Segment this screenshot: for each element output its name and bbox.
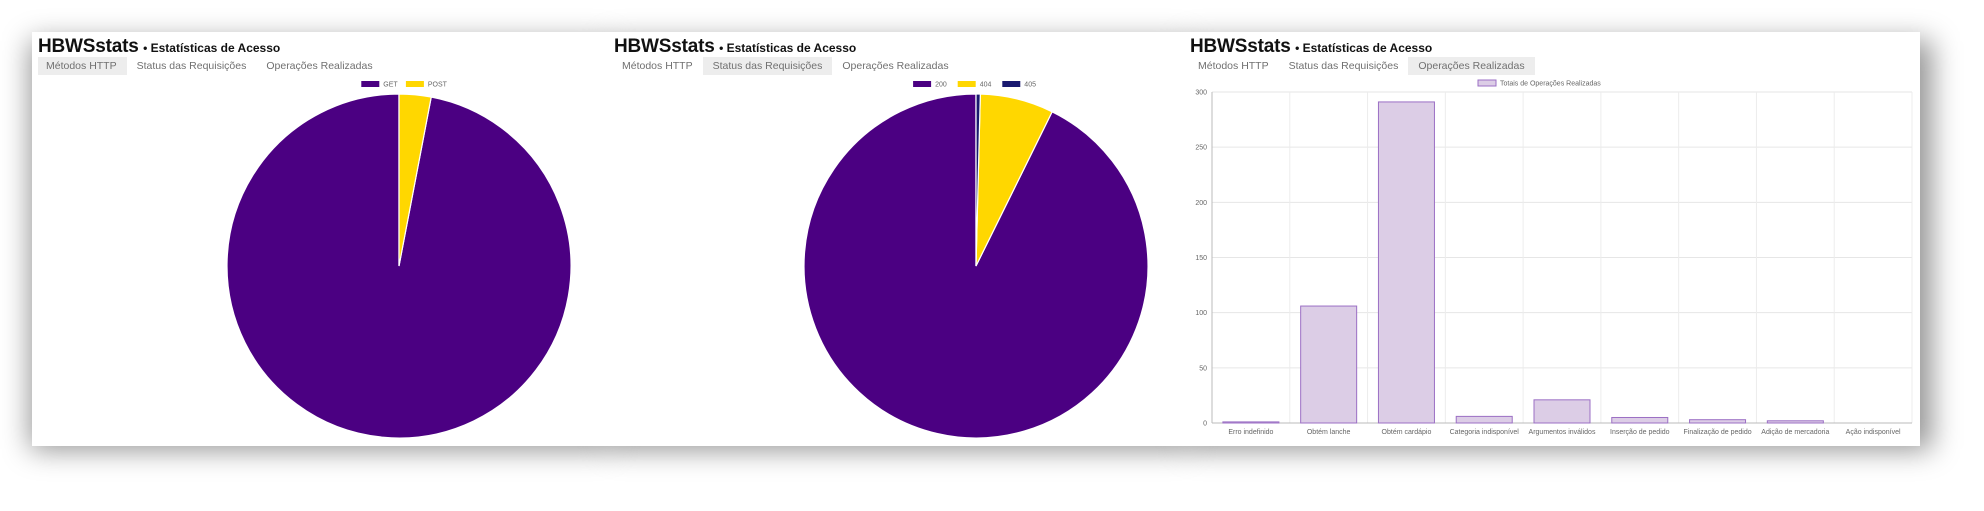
panel-operacoes-realizadas: HBWSstats • Estatísticas de Acesso Métod… (1184, 32, 1920, 446)
bar-inser-o-de-pedido (1611, 416, 1669, 424)
y-tick-200: 200 (1195, 200, 1207, 207)
tab-bar: Métodos HTTP Status das Requisições Oper… (38, 57, 383, 75)
x-tick-erro-indefinido: Erro indefinido (1228, 429, 1273, 436)
tab-bar: Métodos HTTP Status das Requisições Oper… (1190, 57, 1535, 75)
y-tick-300: 300 (1195, 90, 1207, 97)
legend-swatch-200 (913, 81, 932, 87)
x-tick-obt-m-lanche: Obtém lanche (1307, 429, 1351, 436)
pie-slice-405 (975, 93, 981, 267)
page-title: HBWSstats • Estatísticas de Acesso (1190, 36, 1432, 58)
panel-metodos-http: HBWSstats • Estatísticas de Acesso Métod… (32, 32, 608, 446)
y-tick-250: 250 (1195, 145, 1207, 152)
bar-erro-indefinido (1222, 421, 1280, 424)
tab-status-requisicoes[interactable]: Status das Requisições (136, 60, 247, 72)
bar-obt-m-card-pio (1377, 101, 1435, 424)
x-tick-a-o-indispon-vel: Ação indisponível (1846, 429, 1901, 436)
legend-label-totais-de-opera-es-realizadas: Totais de Operações Realizadas (1500, 81, 1601, 88)
page-title: HBWSstats • Estatísticas de Acesso (38, 36, 280, 58)
subtitle: • Estatísticas de Acesso (1295, 41, 1433, 55)
legend-label-404: 404 (980, 82, 992, 89)
brand-title: HBWSstats (614, 36, 715, 57)
tab-metodos-http[interactable]: Métodos HTTP (622, 60, 693, 72)
pie-chart-status-codes: 200 404 405 (803, 81, 1149, 439)
bar-chart-operations: Totais de Operações Realizadas 0 50 100 150 2… (1195, 79, 1913, 436)
bar-finaliza-o-de-pedido (1689, 419, 1747, 424)
y-tick-0: 0 (1203, 421, 1207, 428)
y-tick-50: 50 (1199, 365, 1207, 372)
tab-status-requisicoes[interactable]: Status das Requisições (702, 57, 833, 75)
bar-obt-m-lanche (1300, 305, 1358, 424)
pie-chart-http-methods: GET POST (226, 81, 572, 439)
legend-swatch-405 (1002, 81, 1021, 87)
tab-metodos-http[interactable]: Métodos HTTP (1198, 60, 1269, 72)
tab-operacoes-realizadas[interactable]: Operações Realizadas (266, 60, 373, 72)
bar-adi-o-de-mercadoria (1766, 420, 1824, 424)
bar-categoria-indispon-vel (1455, 415, 1513, 424)
legend-label-post: POST (428, 82, 448, 89)
x-tick-inser-o-de-pedido: Inserção de pedido (1610, 429, 1670, 436)
legend-swatch-404 (957, 81, 976, 87)
brand-title: HBWSstats (38, 36, 139, 57)
legend-label-405: 405 (1024, 82, 1036, 89)
legend-label-get: GET (383, 82, 398, 89)
pie-slice-post (398, 93, 432, 267)
legend-label-200: 200 (935, 82, 947, 89)
x-tick-obt-m-card-pio: Obtém cardápio (1382, 429, 1432, 436)
tab-operacoes-realizadas[interactable]: Operações Realizadas (842, 60, 949, 72)
bar-argumentos-inv-lidos (1533, 399, 1591, 424)
legend-swatch-get (361, 81, 380, 87)
y-tick-150: 150 (1195, 255, 1207, 262)
brand-title: HBWSstats (1190, 36, 1291, 57)
x-tick-finaliza-o-de-pedido: Finalização de pedido (1684, 429, 1752, 436)
page-title: HBWSstats • Estatísticas de Acesso (614, 36, 856, 58)
subtitle: • Estatísticas de Acesso (143, 41, 281, 55)
subtitle: • Estatísticas de Acesso (719, 41, 857, 55)
y-tick-100: 100 (1195, 310, 1207, 317)
panel-status-requisicoes: HBWSstats • Estatísticas de Acesso Métod… (608, 32, 1184, 446)
legend-swatch-totais-de-opera-es-realizadas (1477, 79, 1497, 87)
tab-status-requisicoes[interactable]: Status das Requisições (1288, 60, 1399, 72)
x-tick-adi-o-de-mercadoria: Adição de mercadoria (1761, 429, 1829, 436)
x-tick-argumentos-inv-lidos: Argumentos inválidos (1529, 429, 1596, 436)
tab-operacoes-realizadas[interactable]: Operações Realizadas (1408, 57, 1535, 75)
x-tick-categoria-indispon-vel: Categoria indisponível (1450, 429, 1520, 436)
tab-bar: Métodos HTTP Status das Requisições Oper… (614, 57, 959, 75)
tab-metodos-http[interactable]: Métodos HTTP (38, 57, 127, 75)
pie-slice-get (226, 93, 572, 439)
legend-swatch-post (405, 81, 424, 87)
